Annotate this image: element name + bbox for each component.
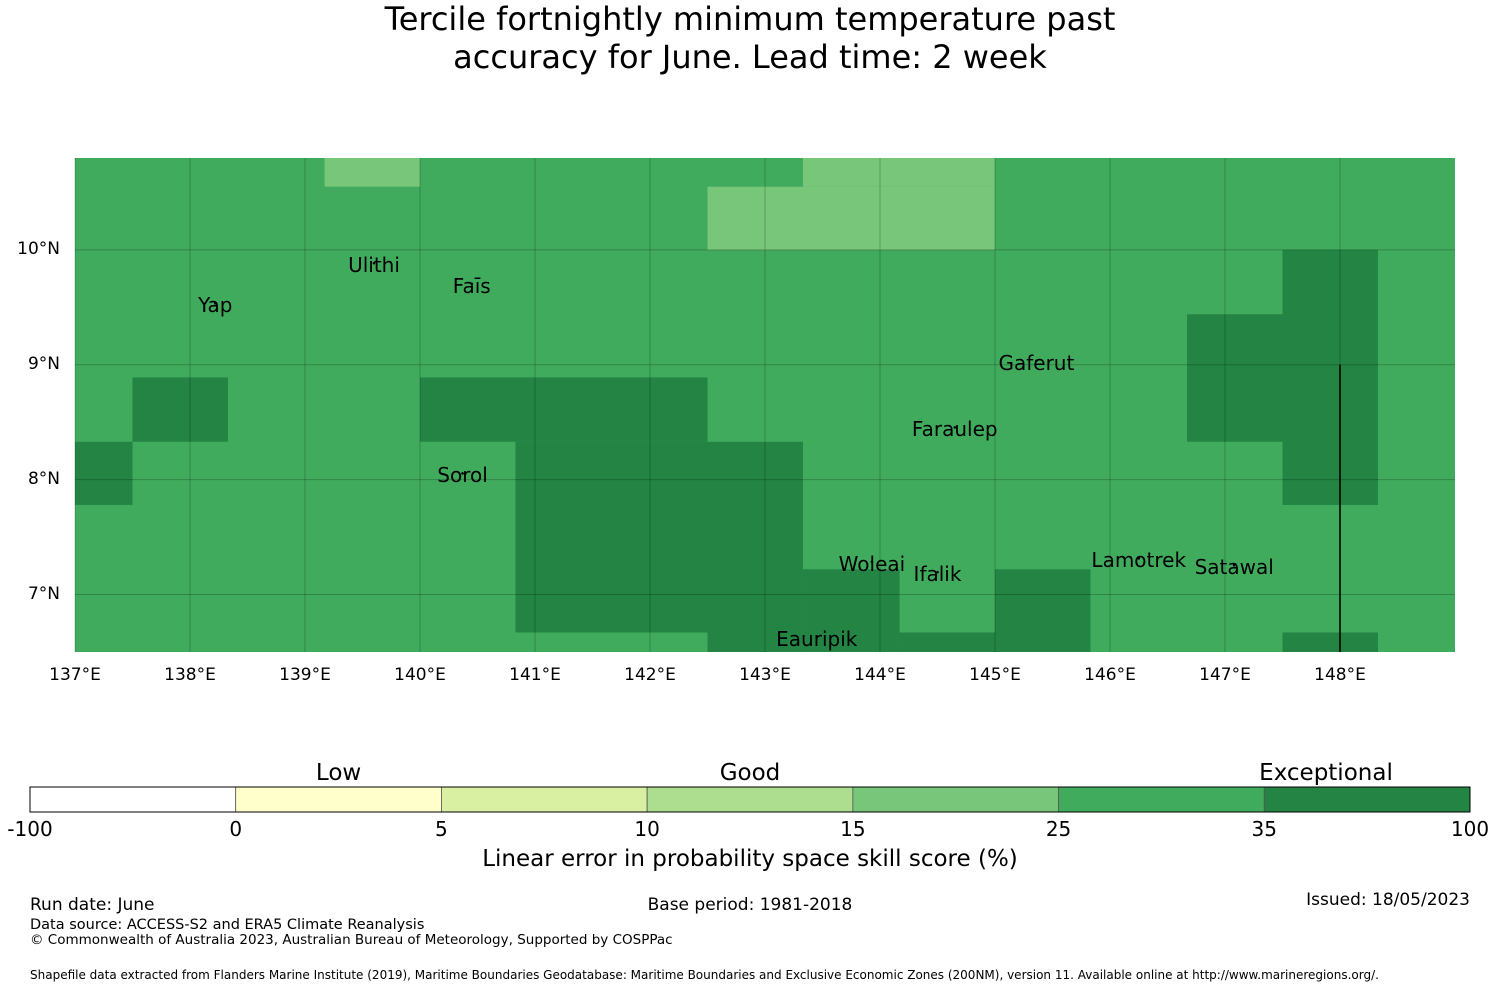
place-label-gaferut: Gaferut (998, 350, 1075, 375)
skill-cell-9 (707, 441, 803, 652)
colorbar-tick-label: 0 (229, 817, 243, 841)
colorbar-frame (29, 786, 1471, 813)
island-marker (372, 261, 376, 265)
place-label-eauripik: Eauripik (776, 626, 858, 651)
lat-tick-label: 10°N (17, 238, 60, 259)
colorbar-category-exceptional: Exceptional (1259, 760, 1393, 786)
island-marker (936, 570, 939, 574)
colorbar-segment-5 (1058, 786, 1265, 813)
place-label-woleai: Woleai (838, 551, 906, 576)
island-marker (1137, 557, 1141, 560)
place-label-faraulep: Faraulep (911, 417, 998, 442)
island-marker (1232, 563, 1236, 567)
colorbar-tick-label: 35 (1251, 817, 1278, 841)
place-label-lamotrek: Lamotrek (1091, 548, 1187, 573)
island-marker (461, 472, 464, 475)
colorbar-segment-2 (441, 786, 648, 813)
lon-tick-label: 148°E (1314, 665, 1366, 685)
skill-cell-3 (1282, 249, 1378, 505)
colorbar-category-good: Good (719, 760, 781, 786)
lon-tick-label: 137°E (49, 665, 101, 685)
skill-cell-2 (802, 158, 995, 187)
place-label-satawal: Satawal (1194, 555, 1274, 580)
colorbar-segment-4 (852, 786, 1059, 813)
run-date: Run date: June (30, 895, 155, 915)
lon-tick-label: 147°E (1199, 665, 1251, 685)
skill-cell-10 (802, 569, 900, 652)
lon-tick-label: 142°E (624, 665, 676, 685)
skill-cell-11 (899, 632, 995, 652)
lat-tick-label: 8°N (27, 468, 60, 489)
colorbar (29, 786, 1471, 813)
skill-cell-6 (75, 441, 133, 505)
base-period: Base period: 1981-2018 (647, 895, 853, 915)
copyright: © Commonwealth of Australia 2023, Austra… (30, 932, 673, 948)
lon-tick-label: 146°E (1084, 665, 1136, 685)
colorbar-tick-label: 5 (435, 817, 448, 841)
colorbar-tick-label: 10 (634, 817, 660, 841)
colorbar-segment-1 (235, 786, 442, 813)
lon-tick-label: 144°E (854, 665, 906, 685)
issued-date: Issued: 18/05/2023 (1306, 890, 1470, 910)
lon-tick-label: 143°E (739, 665, 791, 685)
island-marker (214, 302, 217, 305)
place-label-ulithi: Ulithi (348, 253, 400, 278)
lon-tick-label: 140°E (394, 665, 446, 685)
shapefile-credit: Shapefile data extracted from Flanders M… (30, 968, 1379, 982)
title-line-1: Tercile fortnightly minimum temperature … (384, 0, 1116, 38)
colorbar-label: Linear error in probability space skill … (482, 846, 1018, 872)
skill-cell-7 (420, 377, 708, 442)
skill-cell-8 (515, 441, 708, 633)
skill-cell-1 (707, 186, 995, 250)
colorbar-tick-label: -100 (7, 817, 53, 841)
place-label-faīs: Faīs (452, 273, 491, 298)
island-marker (953, 426, 957, 429)
island-marker (870, 560, 874, 564)
colorbar-segment-0 (29, 786, 237, 813)
place-label-sorol: Sorol (437, 463, 488, 488)
island-marker (815, 635, 819, 638)
skill-cell-4 (1187, 314, 1283, 442)
title-line-2: accuracy for June. Lead time: 2 week (453, 38, 1047, 76)
skill-map (74, 158, 1455, 652)
lon-tick-label: 139°E (279, 665, 331, 685)
lon-tick-label: 138°E (164, 665, 216, 685)
lon-tick-label: 141°E (509, 665, 561, 685)
colorbar-category-low: Low (315, 760, 362, 786)
lat-tick-label: 7°N (27, 583, 60, 604)
map-title: Tercile fortnightly minimum temperature … (0, 0, 1500, 76)
skill-cell-0 (324, 158, 420, 187)
colorbar-segment-6 (1263, 786, 1471, 813)
skill-cell-12 (995, 569, 1091, 652)
colorbar-tick-label: 100 (1450, 817, 1490, 841)
colorbar-segment-3 (646, 786, 854, 813)
skill-cell-5 (132, 377, 228, 442)
island-marker (470, 282, 474, 286)
data-source: Data source: ACCESS-S2 and ERA5 Climate … (30, 917, 425, 933)
colorbar-tick-label: 15 (840, 817, 866, 841)
lon-tick-label: 145°E (969, 665, 1021, 685)
colorbar-tick-label: 25 (1045, 817, 1072, 841)
place-label-ifalik: Ifalik (913, 562, 962, 587)
lat-tick-label: 9°N (27, 353, 60, 374)
skill-cell-13 (1282, 632, 1378, 652)
island-marker (1035, 359, 1038, 363)
place-label-yap: Yap (198, 293, 233, 318)
